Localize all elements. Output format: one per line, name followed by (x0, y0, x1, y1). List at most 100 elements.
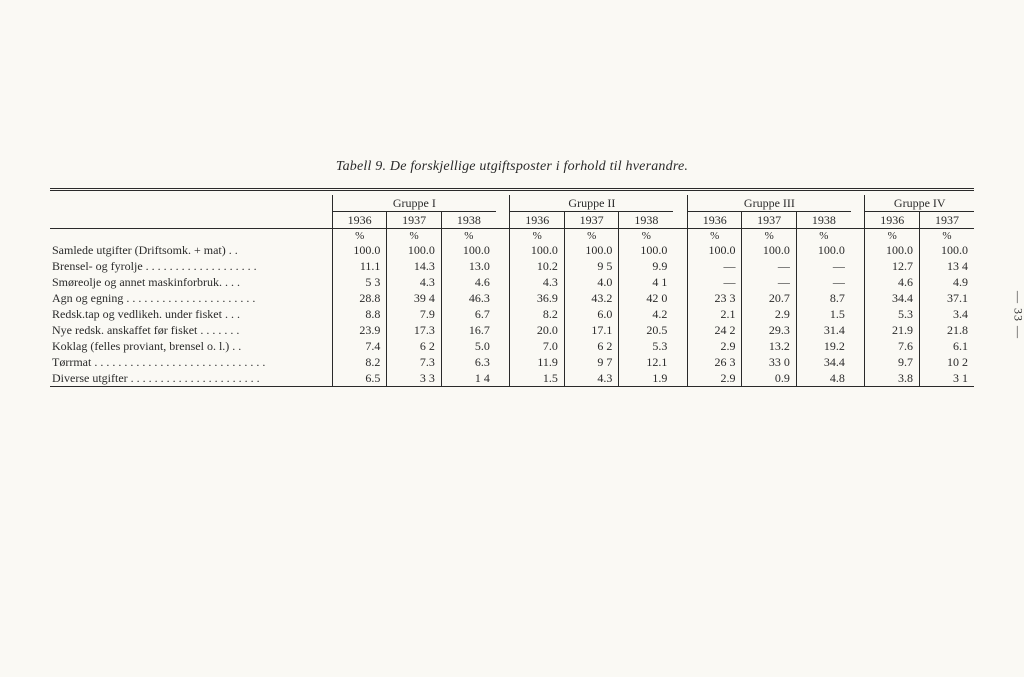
col-group-2: Gruppe II (510, 195, 673, 212)
cell: 4.3 (510, 274, 564, 290)
cell: 13 4 (919, 258, 974, 274)
cell: 8.2 (332, 354, 386, 370)
cell: 23 3 (687, 290, 741, 306)
pct-label: % (510, 229, 564, 243)
table-row: Smøreolje og annet maskinforbruk. . . . … (50, 274, 974, 290)
cell: 0.9 (742, 370, 796, 387)
cell: 13.2 (742, 338, 796, 354)
cell: 6 2 (387, 338, 441, 354)
cell: 4.3 (564, 370, 618, 387)
cell: 39 4 (387, 290, 441, 306)
cell: 11.1 (332, 258, 386, 274)
year-g2-1937: 1937 (564, 212, 618, 229)
cell: 6.5 (332, 370, 386, 387)
cell: 9 5 (564, 258, 618, 274)
cell: 4.8 (796, 370, 850, 387)
table-row: Agn og egning . . . . . . . . . . . . . … (50, 290, 974, 306)
cell: 7.9 (387, 306, 441, 322)
cell: 14.3 (387, 258, 441, 274)
cell: 4.6 (441, 274, 495, 290)
cell: 34.4 (796, 354, 850, 370)
cell: 100.0 (387, 242, 441, 258)
cell: 23.9 (332, 322, 386, 338)
cell: 29.3 (742, 322, 796, 338)
cell: — (742, 258, 796, 274)
cell: 100.0 (919, 242, 974, 258)
cell: 21.9 (865, 322, 919, 338)
cell: 2.9 (687, 338, 741, 354)
cell: 34.4 (865, 290, 919, 306)
cell: 100.0 (865, 242, 919, 258)
cell: 37.1 (919, 290, 974, 306)
pct-label: % (387, 229, 441, 243)
page-number-marginal: — 33 — (1011, 291, 1024, 339)
year-g3-1937: 1937 (742, 212, 796, 229)
cell: — (687, 258, 741, 274)
cell: 6.0 (564, 306, 618, 322)
cell: 24 2 (687, 322, 741, 338)
cell: 9.9 (619, 258, 673, 274)
row-label: Koklag (felles proviant, brensel o. l.) … (50, 338, 332, 354)
cell: 100.0 (796, 242, 850, 258)
cell: 1 4 (441, 370, 495, 387)
table-caption: Tabell 9. De forskjellige utgiftsposter … (0, 159, 1024, 175)
cell: 20.5 (619, 322, 673, 338)
year-g3-1938: 1938 (796, 212, 850, 229)
cell: 12.1 (619, 354, 673, 370)
cell: 4.0 (564, 274, 618, 290)
cell: 26 3 (687, 354, 741, 370)
row-label: Diverse utgifter . . . . . . . . . . . .… (50, 370, 332, 387)
pct-label: % (796, 229, 850, 243)
year-g1-1938: 1938 (441, 212, 495, 229)
pct-label: % (865, 229, 919, 243)
col-group-4: Gruppe IV (865, 195, 974, 212)
cell: 100.0 (687, 242, 741, 258)
cell: 4.2 (619, 306, 673, 322)
row-label: Smøreolje og annet maskinforbruk. . . . (50, 274, 332, 290)
pct-label: % (441, 229, 495, 243)
cell: 4 1 (619, 274, 673, 290)
cell: 3 3 (387, 370, 441, 387)
cell: 17.3 (387, 322, 441, 338)
year-g2-1938: 1938 (619, 212, 673, 229)
row-label: Brensel- og fyrolje . . . . . . . . . . … (50, 258, 332, 274)
row-label: Nye redsk. anskaffet før fisket . . . . … (50, 322, 332, 338)
pct-label: % (687, 229, 741, 243)
cell: 1.9 (619, 370, 673, 387)
cell: 100.0 (510, 242, 564, 258)
cell: 5.3 (865, 306, 919, 322)
cell: 31.4 (796, 322, 850, 338)
cell: 100.0 (332, 242, 386, 258)
table-row: Nye redsk. anskaffet før fisket . . . . … (50, 322, 974, 338)
cell: 7.4 (332, 338, 386, 354)
cell: 10.2 (510, 258, 564, 274)
table-row: Koklag (felles proviant, brensel o. l.) … (50, 338, 974, 354)
cell: 7.3 (387, 354, 441, 370)
cell: 7.6 (865, 338, 919, 354)
year-g4-1936: 1936 (865, 212, 919, 229)
cell: 1.5 (510, 370, 564, 387)
cell: — (742, 274, 796, 290)
cell: 28.8 (332, 290, 386, 306)
cell: 100.0 (441, 242, 495, 258)
cell: 46.3 (441, 290, 495, 306)
cell: 10 2 (919, 354, 974, 370)
cell: — (796, 274, 850, 290)
cell: 9.7 (865, 354, 919, 370)
cell: 100.0 (619, 242, 673, 258)
cell: 8.2 (510, 306, 564, 322)
cell: 3.4 (919, 306, 974, 322)
pct-label: % (332, 229, 386, 243)
cell: — (687, 274, 741, 290)
year-g2-1936: 1936 (510, 212, 564, 229)
table-row: Redsk.tap og vedlikeh. under fisket . . … (50, 306, 974, 322)
cell: 1.5 (796, 306, 850, 322)
cell: 3.8 (865, 370, 919, 387)
cell: 12.7 (865, 258, 919, 274)
table-wrapper: Gruppe I Gruppe II Gruppe III Gruppe IV … (50, 188, 974, 388)
header-empty (50, 195, 332, 212)
cell: 2.1 (687, 306, 741, 322)
cell: 6.3 (441, 354, 495, 370)
col-group-3: Gruppe III (687, 195, 850, 212)
cell: 20.7 (742, 290, 796, 306)
